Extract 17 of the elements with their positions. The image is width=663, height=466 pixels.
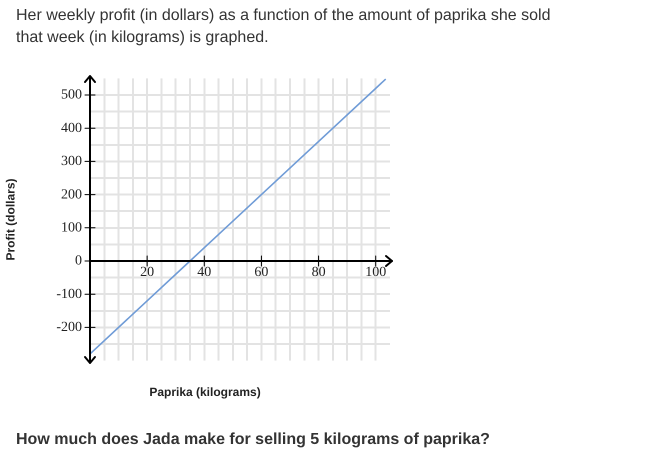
y-tick-label: 400 xyxy=(61,120,82,136)
chart-title: Her weekly profit (in dollars) as a function of the amount of paprika she sold that week (in kilograms) is graphed. xyxy=(16,6,552,48)
y-tick-label: 200 xyxy=(61,187,82,202)
y-tick-label: -100 xyxy=(56,286,82,302)
y-tick-label: 500 xyxy=(61,88,82,103)
x-tick-label: 60 xyxy=(254,265,268,280)
y-axis-title: Profit (dollars) xyxy=(4,178,18,261)
x-tick-label: 20 xyxy=(140,265,154,280)
y-tick-label: 0 xyxy=(75,254,82,269)
y-tick-label: 300 xyxy=(61,154,82,170)
x-axis-title: Paprika (kilograms) xyxy=(148,385,262,399)
x-tick-label: 80 xyxy=(312,265,326,280)
text: How much does Jada make for selling 5 kilograms of paprika? xyxy=(16,431,490,449)
y-tick-label: 100 xyxy=(61,220,82,236)
y-tick-label: -200 xyxy=(56,320,82,336)
x-tick-label: 100 xyxy=(365,265,386,280)
x-tick-label: 40 xyxy=(197,265,212,280)
